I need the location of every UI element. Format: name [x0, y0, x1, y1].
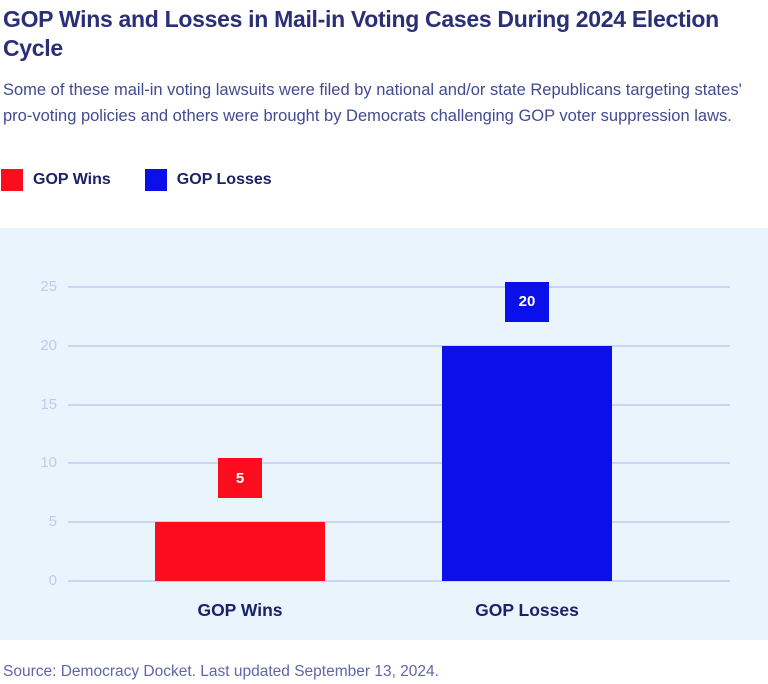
y-tick-label: 5: [48, 513, 57, 531]
x-category-label-gop-losses: GOP Losses: [475, 600, 579, 620]
gridline: [68, 462, 730, 465]
chart-panel: 0 5 10 15 20 25 5 GOP Wins 20 GOP Losses: [0, 228, 768, 640]
chart-legend: GOP Wins GOP Losses: [1, 169, 306, 191]
y-tick-label: 0: [48, 572, 57, 589]
legend-item-gop-wins: GOP Wins: [1, 169, 111, 191]
source-note: Source: Democracy Docket. Last updated S…: [3, 663, 439, 680]
gridline: [68, 344, 730, 347]
legend-label: GOP Wins: [33, 171, 111, 188]
gridline: [68, 403, 730, 406]
y-tick-label: 20: [40, 336, 57, 354]
y-tick-label: 15: [40, 395, 57, 413]
legend-item-gop-losses: GOP Losses: [144, 169, 272, 191]
chart-header: GOP Wins and Losses in Mail-in Voting Ca…: [3, 5, 748, 129]
bar-gop-wins: [155, 522, 325, 581]
y-tick-label: 10: [40, 454, 57, 472]
bar-gop-losses: [442, 345, 612, 581]
legend-label: GOP Losses: [176, 171, 272, 188]
data-label-gop-wins: 5: [218, 458, 262, 499]
gridline: [68, 521, 730, 524]
chart-subtitle: Some of these mail-in voting lawsuits we…: [3, 81, 742, 125]
gridline: [68, 580, 730, 582]
y-tick-label: 25: [40, 278, 57, 295]
legend-swatch-red: [1, 169, 23, 191]
gridline: [68, 286, 730, 288]
legend-swatch-blue: [144, 169, 167, 191]
page-title: GOP Wins and Losses in Mail-in Voting Ca…: [3, 6, 719, 61]
x-category-label-gop-wins: GOP Wins: [197, 600, 283, 620]
data-label-gop-losses: 20: [505, 281, 549, 322]
